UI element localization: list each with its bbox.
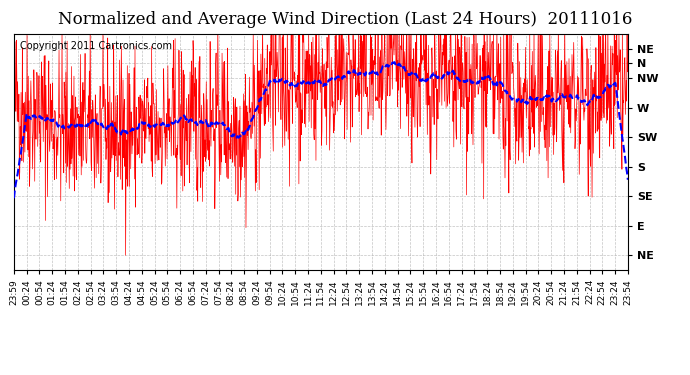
Text: Normalized and Average Wind Direction (Last 24 Hours)  20111016: Normalized and Average Wind Direction (L… (58, 11, 632, 28)
Text: Copyright 2011 Cartronics.com: Copyright 2011 Cartronics.com (20, 41, 172, 51)
